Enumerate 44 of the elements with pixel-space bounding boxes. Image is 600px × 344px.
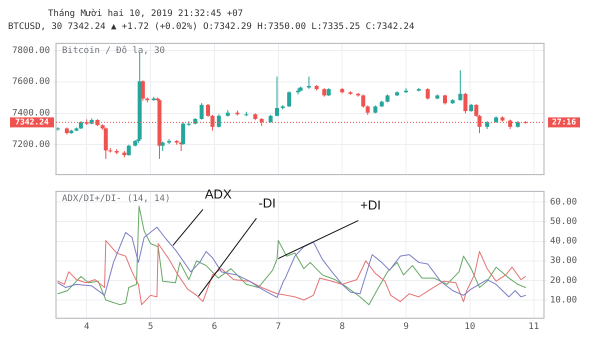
y-tick-label: 40.00	[550, 236, 578, 247]
y-tick-label: 7800.00	[12, 46, 50, 56]
candlestick	[216, 114, 221, 128]
candlestick	[275, 76, 280, 117]
y-tick-label: 10.00	[550, 295, 578, 306]
ref-line-label: 7342.24	[15, 117, 50, 126]
y-tick-label: 7600.00	[12, 77, 50, 88]
chart-title: ADX/DI+/DI- (14, 14)	[62, 194, 170, 204]
annotation: -DI	[258, 195, 276, 210]
x-tick-label: 9	[403, 322, 409, 332]
x-tick-label: 4	[84, 322, 90, 332]
y-tick-label: 30.00	[550, 256, 578, 266]
y-tick-label: 7400.00	[12, 108, 50, 119]
candlestick	[426, 88, 430, 100]
candlestick	[287, 90, 292, 108]
text: 27:16	[552, 117, 576, 126]
candlestick	[206, 103, 210, 118]
chart-subtitle: BTCUSD, 30 7342.24 ▲ +1.72 (+0.02%) O:7342.29 H:7350.00 L:7335.25 C:7342.24	[8, 21, 416, 34]
chart-title: Bitcoin / Đô la, 30	[62, 45, 165, 56]
x-tick-label: 5	[148, 322, 154, 332]
candlestick	[306, 76, 311, 90]
candlestick	[160, 141, 165, 152]
candlestick	[181, 121, 186, 146]
candlestick	[366, 104, 370, 116]
candlestick	[442, 94, 447, 106]
x-tick-label: 11	[528, 322, 540, 332]
y-tick-label: 7200.00	[12, 140, 50, 150]
text: Tháng Mười hai 10, 2019 21:32:45 +07	[47, 8, 244, 21]
x-tick-label: 7	[276, 322, 281, 332]
x-tick-label: 8	[339, 322, 345, 332]
x-tick-label: 6	[212, 322, 218, 332]
candlestick	[104, 126, 108, 160]
candlestick	[140, 80, 145, 102]
candlestick	[200, 102, 204, 120]
annotation: ADX	[204, 186, 232, 202]
candlestick	[126, 144, 131, 156]
annotation: +DI	[360, 198, 381, 213]
y-tick-label: 20.00	[550, 276, 578, 286]
y-tick-label: 60.00	[550, 198, 578, 208]
candlestick	[361, 94, 366, 108]
y-tick-label: 50.00	[550, 217, 578, 228]
x-tick-label: 10	[464, 322, 476, 332]
candlestick	[458, 70, 462, 102]
candlestick	[463, 92, 468, 114]
